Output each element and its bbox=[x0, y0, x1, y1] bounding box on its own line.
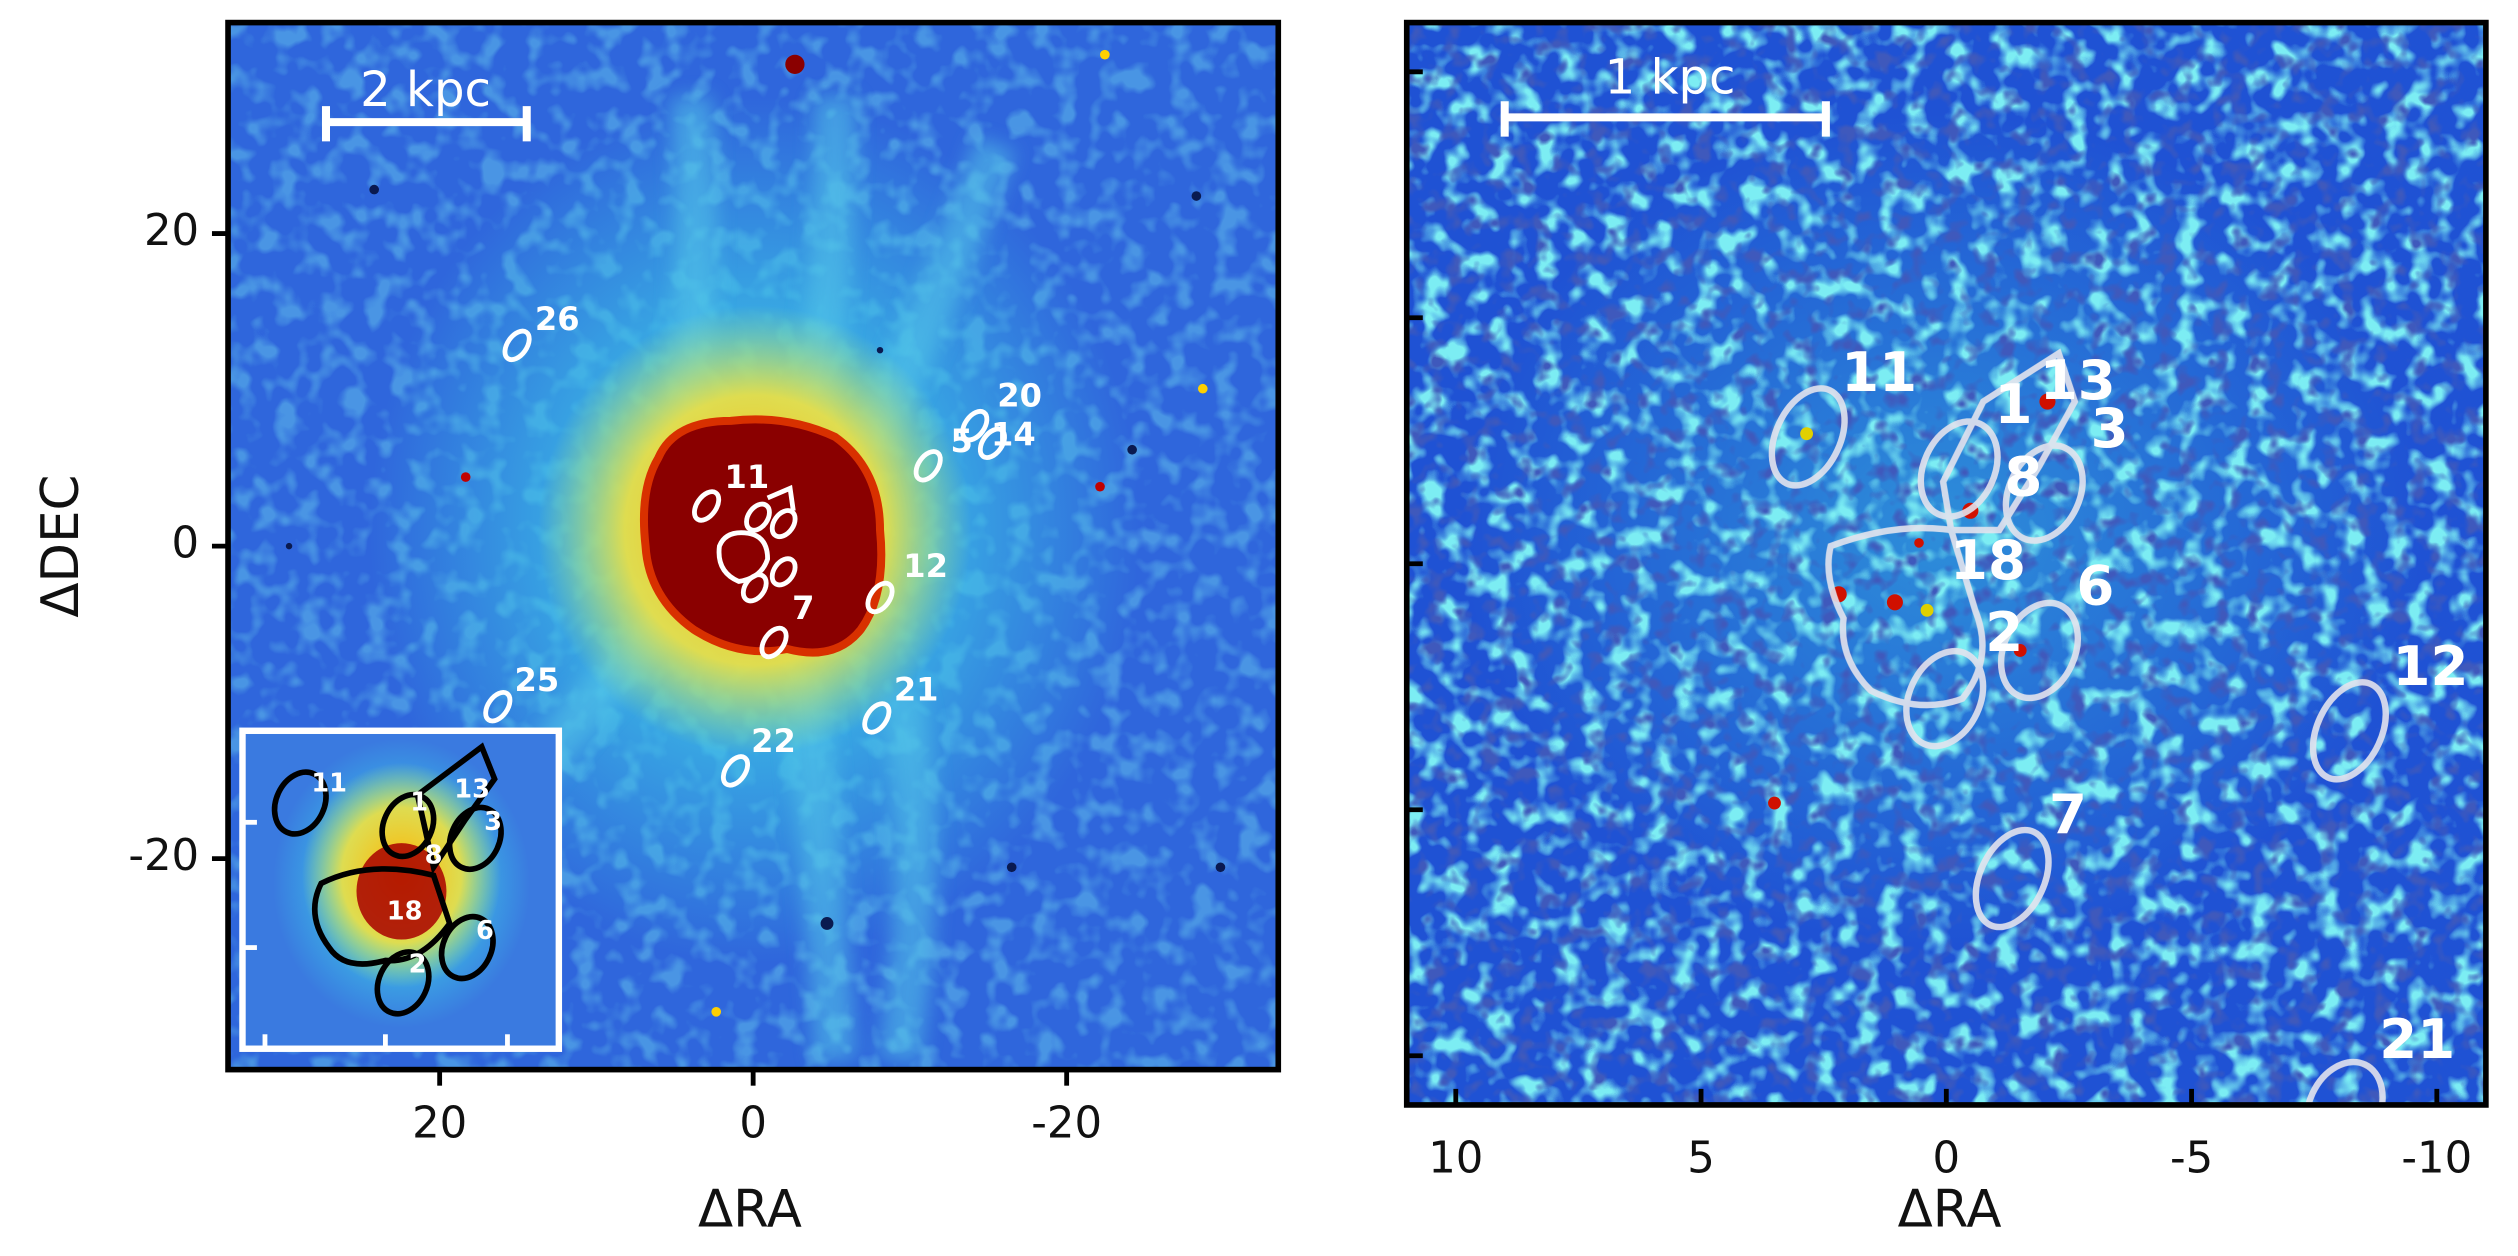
y-tick-label: -20 bbox=[128, 831, 199, 881]
region-label: 7 bbox=[2049, 782, 2087, 846]
inset-label: 18 bbox=[387, 897, 423, 927]
x-tick-label: 20 bbox=[412, 1098, 467, 1148]
region-label: 7 bbox=[792, 589, 814, 627]
right-image bbox=[1406, 22, 2486, 1105]
x-tick-label: 5 bbox=[1687, 1134, 1715, 1184]
region-label: 22 bbox=[751, 722, 796, 760]
x-tick-label: 10 bbox=[1428, 1134, 1483, 1184]
region-label: 20 bbox=[997, 377, 1042, 415]
inset-label: 11 bbox=[311, 768, 347, 798]
region-label: 21 bbox=[894, 670, 939, 708]
x-tick-label: 0 bbox=[1933, 1134, 1961, 1184]
region-label: 3 bbox=[2091, 396, 2129, 460]
axes-frame bbox=[225, 19, 1282, 1073]
inset-label: 6 bbox=[476, 916, 494, 946]
x-tick-label: 0 bbox=[739, 1098, 767, 1148]
region-label: 14 bbox=[991, 416, 1036, 454]
scale-bars bbox=[321, 101, 1830, 142]
inset-label: 2 bbox=[409, 950, 427, 980]
y-axis-label: ΔDEC bbox=[31, 475, 91, 618]
inset bbox=[239, 727, 563, 1052]
x-tick-label: -5 bbox=[2170, 1134, 2213, 1184]
inset-label: 8 bbox=[425, 841, 443, 871]
region-label: 26 bbox=[535, 300, 580, 338]
inset-label: 1 bbox=[410, 788, 428, 818]
axes-frame bbox=[1403, 19, 2489, 1108]
region-label: 1 bbox=[1995, 372, 2033, 436]
region-label: 21 bbox=[2379, 1007, 2455, 1071]
x-tick-label: -20 bbox=[1031, 1098, 1102, 1148]
scale-bar-label: 1 kpc bbox=[1605, 49, 1736, 105]
x-tick-label: -10 bbox=[2401, 1134, 2472, 1184]
region-label: 8 bbox=[2004, 444, 2042, 508]
region-label: 5 bbox=[950, 422, 972, 460]
region-label: 2 bbox=[1985, 600, 2023, 664]
scale-bar-label: 2 kpc bbox=[360, 62, 491, 118]
left-image bbox=[228, 22, 1279, 1070]
x-axis-label: ΔRA bbox=[698, 1180, 802, 1240]
region-label: 13 bbox=[2040, 348, 2116, 412]
inset-label: 3 bbox=[484, 807, 502, 837]
x-axis-label: ΔRA bbox=[1898, 1180, 2002, 1240]
region-label: 25 bbox=[514, 661, 559, 699]
y-tick-label: 0 bbox=[172, 519, 200, 569]
region-label: 18 bbox=[1950, 528, 2026, 592]
y-tick-label: 20 bbox=[144, 206, 199, 256]
region-label: 12 bbox=[903, 547, 948, 585]
region-label: 11 bbox=[725, 458, 770, 496]
region-label: 6 bbox=[2076, 553, 2114, 617]
inset-label: 13 bbox=[454, 775, 490, 805]
region-label: 11 bbox=[1841, 340, 1917, 404]
region-label: 12 bbox=[2392, 634, 2468, 698]
